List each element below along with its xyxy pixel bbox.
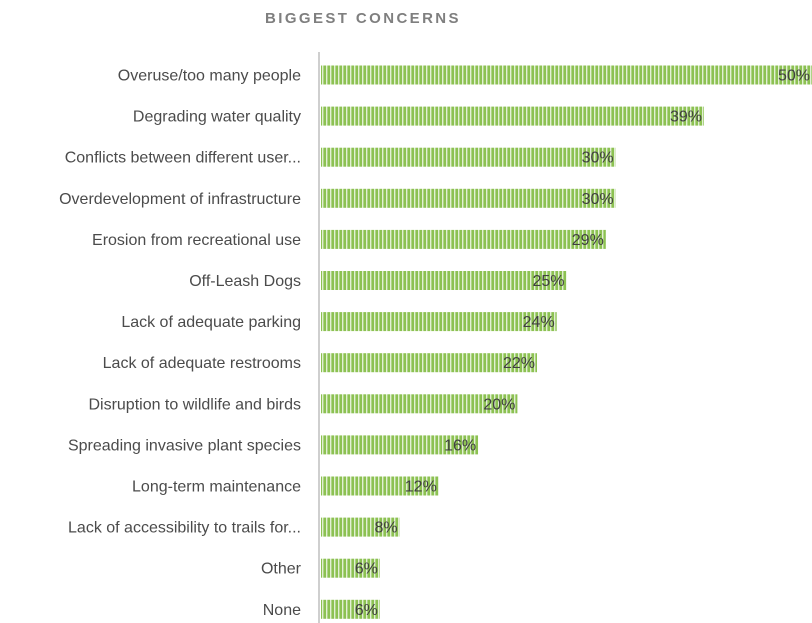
category-label: Other xyxy=(261,561,302,578)
bar xyxy=(321,394,518,414)
bars-layer xyxy=(321,65,812,619)
category-label: Conflicts between different user... xyxy=(65,150,301,167)
bar xyxy=(321,517,400,537)
category-label: Spreading invasive plant species xyxy=(68,437,301,454)
bar xyxy=(321,476,439,496)
value-label: 30% xyxy=(582,191,614,208)
bar xyxy=(321,353,537,373)
category-label: Long-term maintenance xyxy=(132,479,301,496)
bar xyxy=(321,229,606,249)
bar xyxy=(321,558,380,578)
value-label: 24% xyxy=(523,314,555,331)
category-label: Lack of adequate restrooms xyxy=(103,355,301,372)
value-label: 16% xyxy=(444,437,476,454)
value-label: 22% xyxy=(503,355,535,372)
category-label: Overdevelopment of infrastructure xyxy=(59,191,301,208)
category-label: Off-Leash Dogs xyxy=(189,273,301,290)
value-label: 50% xyxy=(778,68,810,85)
value-label: 8% xyxy=(374,520,397,537)
category-label: Disruption to wildlife and birds xyxy=(88,396,301,413)
bar xyxy=(321,599,380,619)
category-labels: Overuse/too many people Degrading water q… xyxy=(59,68,302,619)
value-labels: 50% 39% 30% 30% 29% 25% 24% 22% 20% 16% 12% 8% 6% 6% xyxy=(355,68,810,619)
value-label: 29% xyxy=(572,232,604,249)
category-label: None xyxy=(263,602,301,619)
value-label: 6% xyxy=(355,561,378,578)
bar xyxy=(321,147,616,167)
bar xyxy=(321,435,479,455)
bar xyxy=(321,271,567,290)
value-label: 6% xyxy=(355,602,378,619)
value-label: 12% xyxy=(405,479,437,496)
bar xyxy=(321,65,812,85)
bar xyxy=(321,188,616,208)
value-label: 39% xyxy=(670,109,702,126)
category-label: Lack of adequate parking xyxy=(121,314,301,331)
category-label: Erosion from recreational use xyxy=(92,232,301,249)
category-label: Degrading water quality xyxy=(133,109,301,126)
category-label: Lack of accessibility to trails for... xyxy=(68,520,301,537)
bar xyxy=(321,312,557,332)
chart-title: BIGGEST CONCERNS xyxy=(265,10,461,27)
category-label: Overuse/too many people xyxy=(118,68,301,85)
value-label: 30% xyxy=(582,150,614,167)
bar xyxy=(321,106,704,126)
value-label: 25% xyxy=(532,273,564,290)
value-label: 20% xyxy=(483,396,515,413)
